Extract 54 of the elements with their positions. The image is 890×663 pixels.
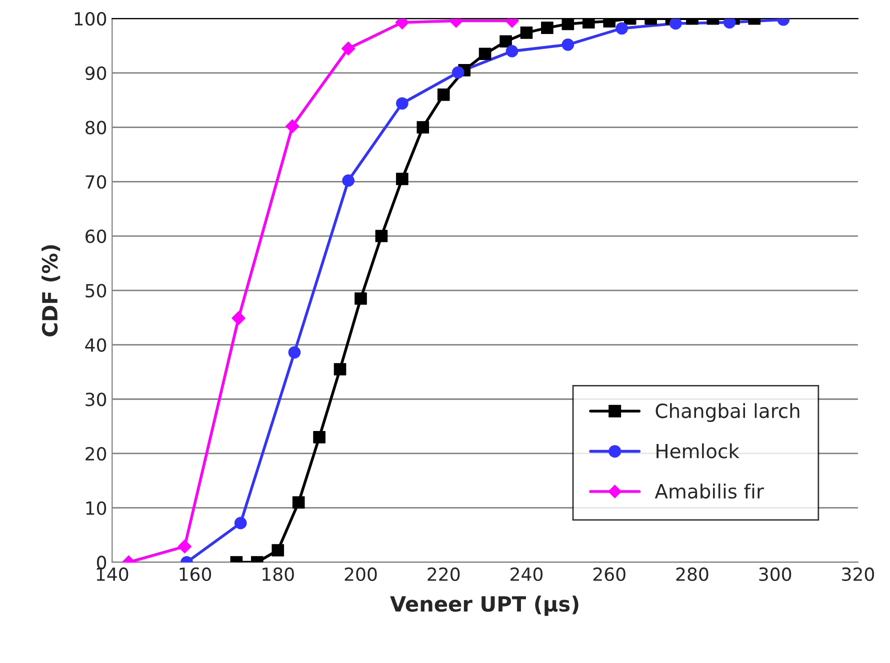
- x-tick-label: 240: [510, 567, 543, 582]
- x-tick-label: 260: [593, 567, 626, 582]
- y-tick-label: 70: [86, 175, 106, 189]
- point: [437, 88, 450, 101]
- y-tick-label: 20: [86, 446, 106, 461]
- point: [341, 42, 356, 56]
- legend-label: Amabilis fir: [654, 484, 764, 499]
- point: [232, 311, 246, 326]
- y-axis-title: CDF (%): [42, 245, 60, 336]
- legend-label: Changbai larch: [656, 403, 800, 422]
- x-axis-title: Veneer UPT (µs): [390, 596, 578, 616]
- point: [285, 119, 300, 134]
- point: [723, 18, 736, 29]
- point: [500, 35, 512, 48]
- y-tick-label: 60: [86, 229, 106, 244]
- point: [234, 516, 247, 530]
- point: [354, 292, 367, 305]
- y-tick-label: 40: [85, 338, 106, 352]
- x-tick-label: 220: [428, 567, 460, 582]
- y-tick-label: 30: [86, 392, 106, 406]
- point: [616, 22, 628, 35]
- point: [416, 121, 430, 134]
- point: [288, 346, 301, 359]
- point: [396, 97, 408, 110]
- x-tick-label: 200: [344, 567, 377, 582]
- point: [669, 18, 682, 30]
- point: [452, 66, 464, 79]
- x-tick-label: 180: [262, 567, 294, 582]
- x-tick-label: 320: [842, 567, 874, 582]
- x-tick-label: 280: [676, 567, 708, 582]
- point: [178, 540, 192, 554]
- point: [562, 18, 574, 30]
- y-tick-label: 80: [86, 120, 106, 134]
- point: [541, 22, 554, 34]
- point: [520, 26, 533, 39]
- x-tick-label: 140: [96, 567, 128, 582]
- point: [292, 496, 305, 509]
- point: [582, 18, 595, 29]
- y-tick-label: 100: [74, 12, 106, 26]
- point: [478, 48, 492, 60]
- point: [562, 38, 574, 51]
- y-tick-label: 50: [86, 284, 106, 298]
- point: [313, 431, 326, 444]
- x-tick-label: 300: [759, 567, 792, 582]
- point: [342, 174, 354, 187]
- point: [375, 230, 388, 242]
- point: [272, 544, 284, 556]
- x-tick-label: 160: [180, 567, 212, 582]
- point: [506, 45, 518, 58]
- point: [334, 363, 346, 376]
- point: [396, 172, 408, 186]
- y-tick-label: 10: [86, 501, 106, 515]
- legend-label: Hemlock: [656, 443, 740, 458]
- y-tick-label: 90: [85, 66, 106, 80]
